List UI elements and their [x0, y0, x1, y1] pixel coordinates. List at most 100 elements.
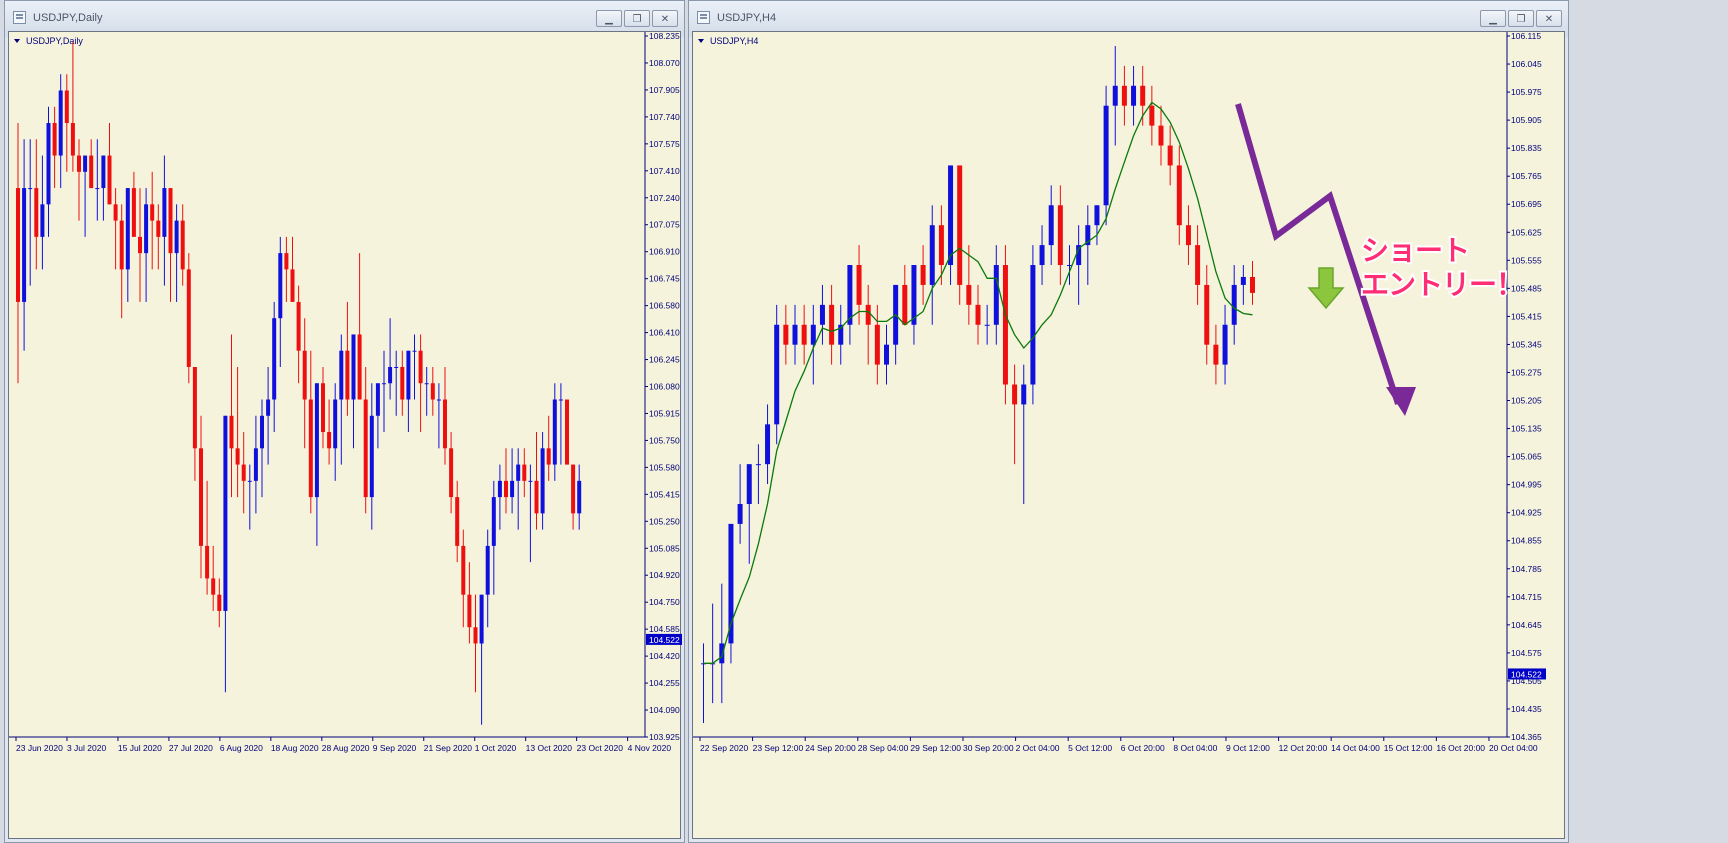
x-tick-label: 23 Oct 2020	[577, 743, 624, 753]
window-usdjpy-daily: USDJPY,Daily ▁ ❐ ✕ USDJPY,Daily 108.235 1…	[4, 0, 685, 843]
candle	[443, 366, 447, 465]
chart-daily-svg: USDJPY,Daily 108.235 108.070 107.905 107.74…	[9, 32, 682, 753]
candle	[70, 41, 75, 172]
candle	[728, 523, 734, 664]
trend-arrow-head	[1386, 387, 1416, 416]
current-price-tag	[646, 633, 682, 645]
y-tick-label: 107.240	[649, 193, 680, 203]
candle	[558, 383, 563, 465]
candle	[819, 284, 825, 345]
candle	[314, 383, 319, 546]
candle	[746, 464, 752, 564]
candle	[375, 383, 380, 449]
candle	[1195, 225, 1201, 305]
y-tick-label: 106.745	[649, 274, 680, 284]
candle	[339, 334, 344, 465]
trend-arrow-line	[1235, 103, 1401, 405]
chart-h4[interactable]: USDJPY,H4 106.115 106.045 105.975 105.905 10…	[692, 31, 1565, 839]
x-tick-label: 9 Sep 2020	[373, 743, 417, 753]
candle	[40, 155, 45, 270]
candle	[765, 404, 771, 485]
candle	[810, 304, 816, 385]
x-tick-label: 9 Oct 12:00	[1226, 743, 1270, 753]
y-tick-label: 107.075	[649, 220, 680, 230]
candle	[430, 366, 435, 416]
y-tick-label: 105.915	[649, 408, 680, 418]
candle	[247, 464, 252, 530]
candle	[1030, 245, 1036, 405]
y-tick-label: 103.925	[649, 732, 680, 742]
candle	[528, 464, 533, 563]
close-icon[interactable]: ✕	[652, 10, 678, 27]
candle	[516, 448, 521, 530]
candle	[865, 284, 871, 365]
candle	[52, 106, 57, 189]
y-tick-label: 104.920	[649, 570, 680, 580]
chart-h4-svg: USDJPY,H4 106.115 106.045 105.975 105.905 10…	[693, 32, 1546, 753]
candle	[186, 253, 191, 384]
candle	[893, 284, 899, 365]
candle	[829, 284, 835, 365]
restore-icon[interactable]: ❐	[1508, 10, 1534, 27]
candle	[1176, 145, 1182, 246]
y-tick-label: 106.580	[649, 301, 680, 311]
y-tick-label: 105.695	[1511, 199, 1542, 209]
candle	[902, 265, 908, 325]
minimize-icon[interactable]: ▁	[1480, 10, 1506, 27]
candle	[479, 594, 484, 725]
y-tick-label: 104.785	[1511, 564, 1542, 574]
x-tick-label: 15 Oct 12:00	[1384, 743, 1433, 753]
y-tick-label: 105.835	[1511, 143, 1542, 153]
candle	[235, 366, 240, 498]
candle	[874, 304, 880, 385]
candle	[565, 399, 569, 465]
candle	[412, 334, 417, 400]
candle	[357, 253, 362, 400]
candle	[150, 171, 155, 270]
candle	[327, 399, 332, 465]
candle	[436, 383, 441, 449]
candle	[701, 643, 706, 724]
y-tick-label: 105.275	[1511, 367, 1542, 377]
y-tick-label: 104.715	[1511, 592, 1542, 602]
candle	[119, 204, 124, 319]
chart-daily[interactable]: USDJPY,Daily 108.235 108.070 107.905 107.74…	[8, 31, 682, 839]
candle	[418, 334, 423, 433]
close-icon[interactable]: ✕	[1536, 10, 1562, 27]
candle	[847, 265, 853, 345]
x-tick-label: 27 Jul 2020	[169, 743, 213, 753]
candle	[144, 188, 149, 302]
candle	[113, 188, 118, 270]
candle	[125, 188, 130, 302]
y-tick-label: 105.580	[649, 462, 680, 472]
candle	[46, 106, 51, 237]
candle	[253, 415, 258, 514]
x-tick-label: 8 Oct 04:00	[1173, 743, 1217, 753]
x-tick-label: 13 Oct 2020	[526, 743, 573, 753]
x-tick-label: 29 Sep 12:00	[910, 743, 961, 753]
candle	[755, 444, 761, 504]
x-tick-label: 23 Sep 12:00	[753, 743, 804, 753]
candle	[534, 432, 539, 530]
y-tick-label: 106.115	[1511, 32, 1541, 41]
candle	[229, 334, 234, 498]
y-tick-label: 107.740	[649, 112, 680, 122]
x-tick-label: 6 Aug 2020	[220, 743, 263, 753]
callout-line-1: ショート	[1361, 234, 1469, 267]
y-tick-label: 104.420	[649, 651, 680, 661]
y-tick-label: 105.485	[1511, 283, 1542, 293]
candle	[302, 318, 307, 449]
restore-icon[interactable]: ❐	[624, 10, 650, 27]
window-usdjpy-h4: USDJPY,H4 ▁ ❐ ✕ USDJPY,H4 106.115 106.045…	[688, 0, 1569, 843]
x-tick-label: 22 Sep 2020	[700, 743, 748, 753]
y-tick-label: 104.505	[1511, 676, 1542, 686]
x-tick-label: 12 Oct 20:00	[1279, 743, 1328, 753]
y-tick-label: 105.765	[1511, 171, 1542, 181]
chart-dropdown-icon[interactable]	[698, 39, 704, 43]
chart-dropdown-icon[interactable]	[14, 39, 20, 43]
candle	[211, 545, 216, 611]
candle	[467, 562, 472, 644]
x-tick-label: 15 Jul 2020	[118, 743, 162, 753]
minimize-icon[interactable]: ▁	[596, 10, 622, 27]
y-tick-label: 105.205	[1511, 396, 1542, 406]
